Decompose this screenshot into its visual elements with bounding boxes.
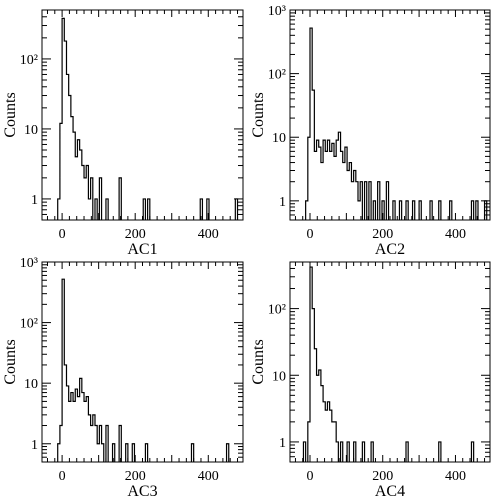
histogram-outline [57,17,239,220]
histogram-bin [327,140,329,220]
plot-frame [289,9,491,221]
histogram-bin [317,375,319,462]
histogram-outline [57,278,230,462]
histogram-panel-1: 0 200 400 1 10 10² AC1 Counts [2,9,244,258]
y-tick-label: 10³ [20,256,38,271]
plot-frame [41,261,244,463]
histogram-bin [327,402,329,462]
y-tick-label: 10 [272,131,286,146]
y-tick-label: 10² [268,68,286,83]
histogram-bin [334,156,336,220]
histogram-bin [314,151,316,220]
y-tick-label: 1 [31,438,38,453]
histogram-bin [351,182,353,220]
x-tick-label: 400 [198,469,219,484]
x-tick-label: 200 [372,469,393,484]
y-axis-label: Counts [250,339,267,384]
histogram-bin [325,151,327,220]
x-axis-label: AC2 [375,241,405,258]
histogram-bin [84,178,86,220]
histogram-bin [84,401,86,462]
histogram-bin [325,410,327,462]
histogram-panel-3: 0 200 400 1 10 10² 10³ AC3 Counts [2,256,244,500]
x-tick-label: 0 [307,227,314,242]
histogram-bin [77,397,79,462]
x-tick-label: 400 [445,469,466,484]
x-tick-label: 0 [59,469,66,484]
histogram-bin [332,422,334,462]
histogram-bin [88,199,90,220]
x-tick-label: 200 [372,227,393,242]
x-tick-label: 0 [59,227,66,242]
histogram-bin [66,74,68,220]
x-tick-label: 400 [198,227,219,242]
x-axis-label: AC3 [127,483,157,500]
y-tick-label: 10³ [268,4,286,19]
histogram-bin [358,201,360,220]
histogram-bin [73,401,75,462]
y-tick-label: 10² [20,53,38,68]
x-axis-label: AC4 [375,483,405,500]
histogram-bin [330,151,332,220]
histogram-bin [91,426,93,462]
x-tick-label: 200 [125,469,146,484]
y-axis-label: Counts [2,339,19,384]
histogram-bin [82,393,84,462]
plot-frame [41,9,244,221]
x-tick-label: 0 [307,469,314,484]
histogram-bin [71,393,73,462]
y-tick-label: 10 [24,377,38,392]
y-tick-label: 1 [279,195,286,210]
histogram-outline [305,27,488,220]
y-axis-label: Counts [2,92,19,137]
x-tick-label: 400 [445,227,466,242]
y-axis-label: Counts [250,92,267,137]
x-tick-label: 200 [125,227,146,242]
histogram-bin [69,401,71,462]
y-tick-label: 1 [279,436,286,451]
histogram-panel-4: 0 200 400 1 10 10² AC4 Counts [250,261,491,500]
histogram-bin [347,171,349,221]
y-tick-label: 10 [272,369,286,384]
histogram-bin [321,163,323,220]
histogram-bin [75,157,77,220]
y-tick-label: 10² [268,303,286,318]
histogram-bin [317,140,319,220]
histogram-bin [343,163,345,220]
x-axis-label: AC1 [127,241,157,258]
y-tick-label: 10² [20,317,38,332]
plot-frame [289,261,491,463]
y-tick-label: 10 [24,123,38,138]
y-tick-label: 1 [31,193,38,208]
histogram-outline [302,266,475,462]
histogram-bin [323,402,325,462]
histogram-panel-2: 0 200 400 1 10 10² 10³ AC2 Counts [250,4,491,258]
